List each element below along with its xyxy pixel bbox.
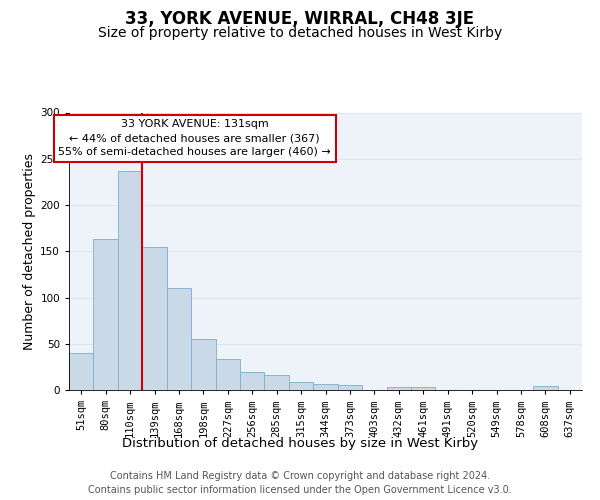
- Text: Distribution of detached houses by size in West Kirby: Distribution of detached houses by size …: [122, 438, 478, 450]
- Bar: [265, 375, 289, 390]
- Text: Size of property relative to detached houses in West Kirby: Size of property relative to detached ho…: [98, 26, 502, 40]
- Bar: [118, 171, 142, 390]
- Bar: [142, 246, 167, 390]
- Bar: [215, 358, 240, 390]
- Bar: [69, 353, 94, 390]
- Bar: [94, 239, 118, 390]
- Bar: [191, 339, 215, 390]
- Y-axis label: Number of detached properties: Number of detached properties: [23, 153, 36, 350]
- Bar: [313, 384, 338, 390]
- Text: 33 YORK AVENUE: 131sqm
← 44% of detached houses are smaller (367)
55% of semi-de: 33 YORK AVENUE: 131sqm ← 44% of detached…: [58, 120, 331, 158]
- Bar: [289, 382, 313, 390]
- Text: 33, YORK AVENUE, WIRRAL, CH48 3JE: 33, YORK AVENUE, WIRRAL, CH48 3JE: [125, 10, 475, 28]
- Bar: [386, 387, 411, 390]
- Text: Contains HM Land Registry data © Crown copyright and database right 2024.: Contains HM Land Registry data © Crown c…: [110, 471, 490, 481]
- Bar: [533, 386, 557, 390]
- Text: Contains public sector information licensed under the Open Government Licence v3: Contains public sector information licen…: [88, 485, 512, 495]
- Bar: [240, 372, 265, 390]
- Bar: [338, 386, 362, 390]
- Bar: [411, 387, 436, 390]
- Bar: [167, 288, 191, 390]
